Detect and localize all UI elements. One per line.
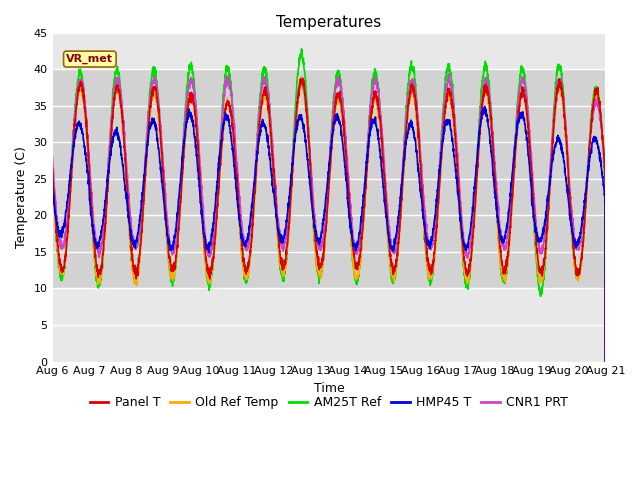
CNR1 PRT: [285, 211, 292, 217]
CNR1 PRT: [531, 206, 539, 212]
Line: Old Ref Temp: Old Ref Temp: [52, 77, 605, 360]
AM25T Ref: [260, 66, 268, 72]
CNR1 PRT: [591, 100, 598, 106]
HMP45 T: [145, 132, 152, 138]
Old Ref Temp: [285, 233, 292, 239]
HMP45 T: [531, 223, 539, 229]
Legend: Panel T, Old Ref Temp, AM25T Ref, HMP45 T, CNR1 PRT: Panel T, Old Ref Temp, AM25T Ref, HMP45 …: [84, 392, 573, 415]
Old Ref Temp: [298, 74, 305, 80]
AM25T Ref: [602, 359, 609, 365]
Old Ref Temp: [145, 126, 152, 132]
Line: HMP45 T: HMP45 T: [52, 107, 605, 361]
AM25T Ref: [112, 71, 120, 77]
AM25T Ref: [298, 46, 305, 52]
CNR1 PRT: [602, 359, 609, 365]
HMP45 T: [602, 358, 609, 364]
AM25T Ref: [145, 110, 152, 116]
Old Ref Temp: [602, 357, 609, 363]
Panel T: [260, 88, 268, 94]
HMP45 T: [481, 104, 488, 109]
Bar: [52, 69, 605, 288]
Old Ref Temp: [112, 90, 120, 96]
Panel T: [49, 165, 56, 170]
CNR1 PRT: [49, 155, 56, 161]
HMP45 T: [591, 136, 598, 142]
CNR1 PRT: [112, 82, 120, 88]
X-axis label: Time: Time: [314, 382, 344, 395]
Panel T: [145, 127, 152, 132]
Panel T: [602, 358, 609, 364]
AM25T Ref: [49, 168, 56, 174]
HMP45 T: [285, 200, 292, 205]
Old Ref Temp: [591, 97, 598, 103]
AM25T Ref: [591, 91, 598, 96]
Panel T: [285, 229, 292, 235]
Panel T: [299, 75, 307, 81]
CNR1 PRT: [145, 116, 152, 122]
Line: Panel T: Panel T: [52, 78, 605, 361]
Panel T: [531, 226, 539, 231]
HMP45 T: [49, 183, 56, 189]
Text: VR_met: VR_met: [67, 54, 113, 64]
Line: AM25T Ref: AM25T Ref: [52, 49, 605, 362]
CNR1 PRT: [445, 71, 453, 76]
Old Ref Temp: [49, 170, 56, 176]
Y-axis label: Temperature (C): Temperature (C): [15, 146, 28, 248]
Line: CNR1 PRT: CNR1 PRT: [52, 73, 605, 362]
CNR1 PRT: [260, 78, 268, 84]
AM25T Ref: [531, 243, 539, 249]
HMP45 T: [112, 128, 120, 133]
Title: Temperatures: Temperatures: [276, 15, 381, 30]
AM25T Ref: [285, 228, 292, 233]
HMP45 T: [260, 122, 268, 128]
Panel T: [112, 89, 120, 95]
Old Ref Temp: [531, 234, 539, 240]
Old Ref Temp: [260, 92, 268, 98]
Panel T: [591, 93, 598, 98]
